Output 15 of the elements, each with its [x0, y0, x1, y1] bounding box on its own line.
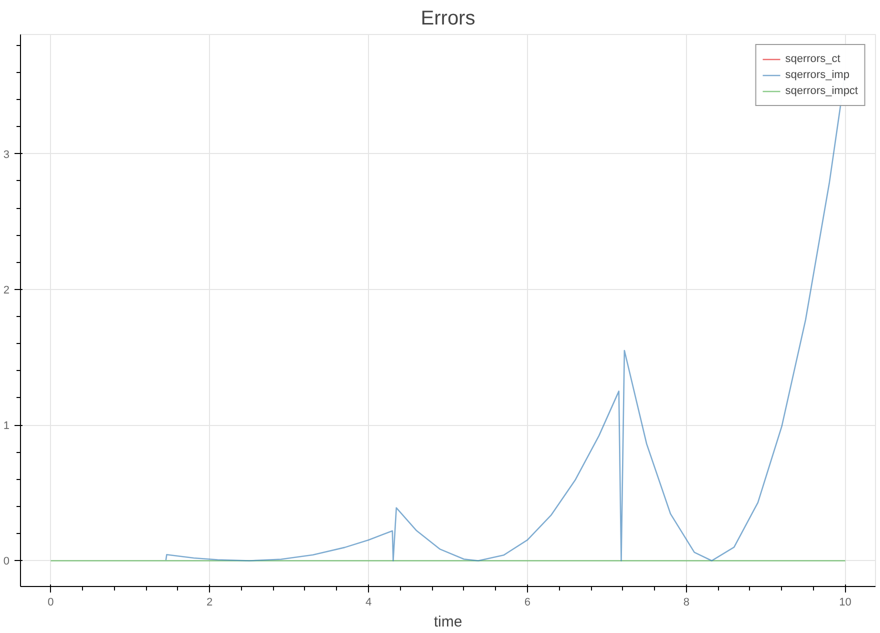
x-tick-label: 10 [839, 596, 852, 608]
y-tick-label: 2 [3, 284, 10, 296]
chart-title: Errors [420, 8, 476, 30]
x-tick-label: 0 [48, 596, 54, 608]
y-tick-label: 1 [3, 420, 10, 432]
legend-label: sqerrors_impct [785, 84, 858, 99]
legend-label: sqerrors_ct [785, 52, 840, 67]
y-tick-label: 0 [3, 556, 10, 568]
legend-label: sqerrors_imp [785, 68, 850, 83]
x-axis-title: time [434, 614, 462, 630]
x-tick-label: 6 [524, 596, 531, 608]
x-tick-label: 2 [206, 596, 213, 608]
y-tick-label: 3 [3, 148, 10, 161]
x-tick-label: 4 [365, 596, 372, 608]
x-tick-label: 8 [683, 596, 690, 608]
